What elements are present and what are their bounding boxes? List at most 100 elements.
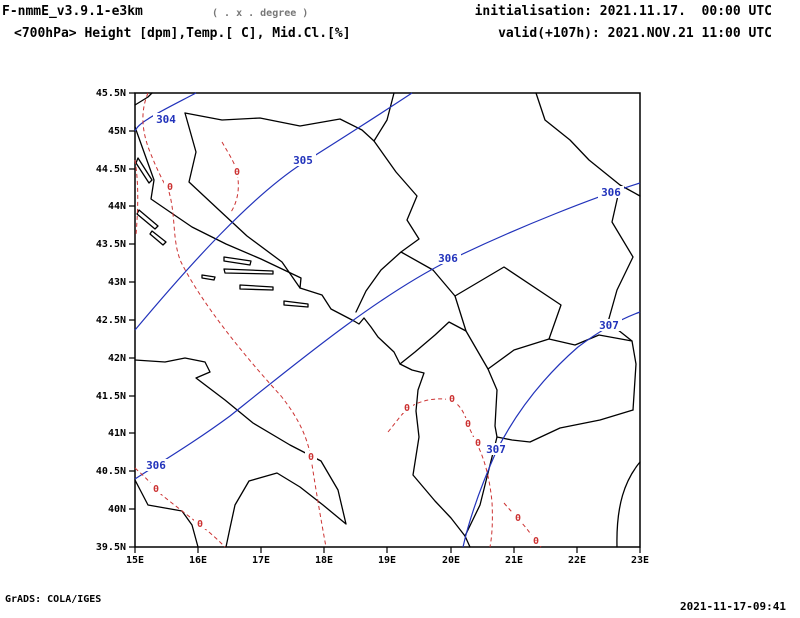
coast-adriatic-east [134,126,471,548]
label-mask [194,518,206,529]
temp-contour-0-southwest [134,467,226,548]
temp-value-label: 0 [533,536,539,547]
temp-value-label: 0 [465,419,471,430]
axis-ticks [129,92,641,553]
resolution-note: ( . x . degree ) [212,8,309,19]
lon-tick-label: 20E [442,555,460,566]
border-kosovo [454,266,562,370]
height-value-label: 306 [601,186,621,199]
temp-contour-labels: 0 0 0 0 0 0 0 0 0 0 0 [150,166,542,547]
temp-value-label: 0 [234,167,240,178]
lat-tick-label: 45.5N [96,88,126,99]
init-time: initialisation: 2021.11.17. 00:00 UTC [474,4,772,19]
height-contour-307 [462,311,641,548]
border-montenegro-albania [399,321,467,365]
lon-tick-label: 22E [568,555,586,566]
adriatic-islands [135,157,309,308]
coast-italy-adriatic [134,357,347,548]
lon-tick-label: 15E [126,555,144,566]
label-mask [153,113,179,125]
model-title: F-nmmE_v3.9.1-e3km [2,4,143,19]
label-mask [231,166,243,177]
temp-value-label: 0 [197,519,203,530]
height-contour-305 [134,92,413,331]
height-contour-304 [134,92,197,132]
border-bosnia-north-east [184,112,420,313]
valid-time: valid(+107h): 2021.NOV.21 11:00 UTC [498,26,772,41]
height-value-label: 304 [156,113,176,126]
map-frame [129,92,641,553]
height-value-label: 305 [293,154,313,167]
temp-contour-0-edge [134,159,139,236]
temp-contour-0-southeast [503,502,542,548]
lat-tick-label: 40N [108,504,126,515]
temp-value-label: 0 [475,438,481,449]
border-bosnia-west [184,112,301,289]
temperature-contours [134,92,542,548]
lat-tick-label: 44N [108,201,126,212]
lon-tick-label: 17E [252,555,270,566]
lat-tick-label: 45N [108,126,126,137]
lat-tick-label: 39.5N [96,542,126,553]
label-mask [150,483,162,494]
generation-timestamp: 2021-11-17-09:41 [680,600,786,613]
label-mask [530,535,542,546]
temp-value-label: 0 [167,182,173,193]
border-serbia-bulgaria [607,190,637,411]
lon-tick-label: 23E [631,555,649,566]
field-title: <700hPa> Height [dpm],Temp.[ C], Mid.Cl.… [14,26,351,41]
label-mask [143,459,169,471]
temp-value-label: 0 [308,452,314,463]
border-croatia-serbia [373,92,395,142]
height-value-label: 306 [438,252,458,265]
label-mask [290,154,316,166]
label-mask [596,319,622,331]
temp-value-label: 0 [449,394,455,405]
label-mask [401,402,413,413]
lon-axis: 15E 16E 17E 18E 19E 20E 21E 22E 23E [126,555,649,566]
border-albania-macedonia [487,368,498,438]
lon-tick-label: 19E [378,555,396,566]
lat-tick-label: 40.5N [96,466,126,477]
lon-tick-label: 18E [315,555,333,566]
temp-value-label: 0 [404,403,410,414]
border-serbia-macedonia [548,334,633,346]
label-mask [472,437,484,448]
lat-tick-label: 44.5N [96,164,126,175]
lat-tick-label: 43.5N [96,239,126,250]
height-contour-306 [134,182,641,480]
lon-tick-label: 21E [505,555,523,566]
lat-tick-label: 41.5N [96,391,126,402]
label-mask [512,512,524,523]
lat-tick-label: 41N [108,428,126,439]
label-mask [462,418,474,429]
lat-tick-label: 43N [108,277,126,288]
lat-axis: 45.5N 45N 44.5N 44N 43.5N 43N 42.5N 42N … [96,88,126,553]
label-mask [598,186,624,198]
height-contour-labels: 304 305 306 306 306 307 307 [143,113,624,472]
border-montenegro-serbia [400,251,456,297]
lon-tick-label: 16E [189,555,207,566]
label-mask [483,443,509,455]
temp-contour-0-center [387,398,493,548]
label-mask [446,393,458,404]
temp-value-label: 0 [515,513,521,524]
border-greece-macedonia [496,409,634,443]
border-albania-greece [464,436,498,537]
label-mask [164,181,176,192]
grads-credit: GrADS: COLA/IGES [5,594,102,605]
height-value-label: 306 [146,459,166,472]
height-value-label: 307 [486,443,506,456]
border-serbia-romania [535,92,641,197]
coast-greece-thermaic [616,461,641,548]
label-mask [305,451,317,462]
temp-contour-0-north [221,141,239,213]
height-value-label: 307 [599,319,619,332]
coast-italy-tyrrhenian [134,479,199,548]
temp-value-label: 0 [153,484,159,495]
coastlines-and-borders [134,92,641,548]
label-mask [435,252,461,264]
border-slovenia-croatia [134,92,153,106]
